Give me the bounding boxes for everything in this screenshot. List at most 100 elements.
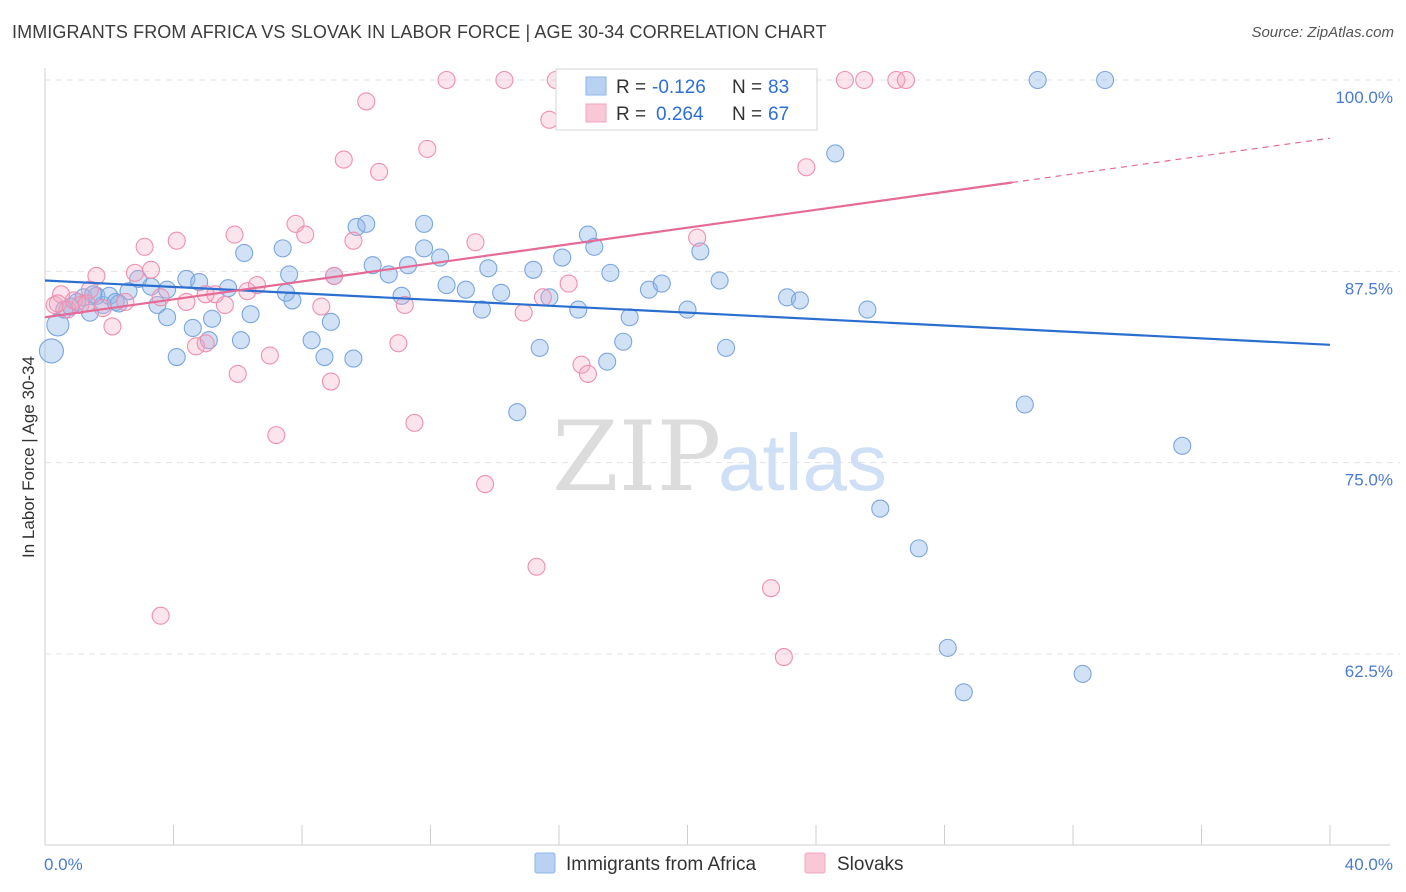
x-tick-label-min: 0.0% bbox=[44, 855, 83, 874]
slovak-point bbox=[321, 372, 340, 391]
slovak-point bbox=[437, 70, 456, 90]
y-tick-label: 87.5% bbox=[1345, 279, 1393, 298]
slovak-point bbox=[228, 364, 247, 383]
slovak-point bbox=[267, 426, 286, 445]
y-tick-label: 100.0% bbox=[1335, 88, 1393, 107]
africa-point bbox=[1028, 70, 1047, 90]
slovak-point bbox=[688, 228, 707, 247]
africa-point bbox=[492, 283, 511, 302]
africa-point bbox=[614, 332, 633, 351]
africa-point bbox=[231, 331, 251, 350]
y-tick-labels: 62.5% 75.0% 87.5% 100.0% bbox=[1335, 88, 1393, 681]
africa-point bbox=[585, 237, 604, 256]
slovak-point bbox=[395, 295, 414, 315]
slovak-point bbox=[476, 475, 495, 494]
africa-point bbox=[203, 309, 222, 328]
africa-point bbox=[344, 349, 363, 368]
africa-point bbox=[524, 260, 543, 279]
watermark-zip: ZIP bbox=[552, 401, 721, 513]
africa-point bbox=[183, 318, 202, 338]
slovak-point bbox=[527, 557, 546, 576]
slovak-point bbox=[103, 317, 122, 336]
legend-r-value-2: 0.264 bbox=[656, 104, 704, 125]
slovak-point bbox=[357, 92, 376, 111]
africa-point bbox=[302, 331, 321, 350]
africa-point bbox=[1015, 395, 1034, 414]
africa-point bbox=[678, 300, 697, 319]
watermark: ZIP atlas bbox=[552, 401, 887, 513]
africa-point bbox=[315, 348, 334, 367]
slovak-point bbox=[87, 266, 106, 285]
legend-r-label-1: R = bbox=[616, 77, 646, 98]
africa-point bbox=[530, 338, 549, 357]
slovak-point bbox=[151, 606, 170, 625]
y-axis-label: In Labor Force | Age 30-34 bbox=[19, 356, 38, 558]
slovak-point bbox=[774, 648, 793, 667]
slovak-point bbox=[540, 110, 559, 129]
axes bbox=[44, 68, 1390, 846]
slovak-point bbox=[344, 231, 363, 250]
africa-point bbox=[357, 214, 376, 233]
slovak-point bbox=[761, 579, 781, 598]
slovak-point bbox=[466, 233, 485, 252]
africa-point bbox=[553, 248, 572, 267]
slovak-point bbox=[71, 295, 90, 315]
slovak-point bbox=[312, 297, 331, 316]
slovak-point bbox=[855, 70, 874, 90]
legend-n-label-2: N = bbox=[732, 104, 762, 125]
africa-point bbox=[858, 300, 877, 319]
slovak-point bbox=[418, 139, 437, 158]
bottom-legend-label-africa: Immigrants from Africa bbox=[566, 854, 756, 875]
africa-point bbox=[620, 308, 639, 327]
x-tick-label-max: 40.0% bbox=[1345, 855, 1393, 874]
series-immigrants-from-africa bbox=[38, 70, 1192, 702]
legend-swatch-blue bbox=[585, 76, 607, 96]
watermark-atlas: atlas bbox=[718, 418, 887, 507]
legend-r-label-2: R = bbox=[616, 104, 646, 125]
slovak-point bbox=[405, 413, 424, 432]
africa-point bbox=[456, 280, 475, 299]
bottom-legend-label-slovaks: Slovaks bbox=[837, 854, 904, 875]
africa-point bbox=[479, 259, 498, 278]
slovak-point bbox=[495, 70, 514, 90]
africa-point bbox=[954, 683, 973, 702]
slovak-point bbox=[887, 70, 906, 90]
slovak-trend-line bbox=[44, 181, 1013, 319]
legend-r-value-1: -0.126 bbox=[652, 77, 706, 98]
africa-point bbox=[119, 282, 138, 301]
slovak-point bbox=[835, 70, 854, 90]
slovak-point bbox=[196, 334, 215, 353]
legend-n-label-1: N = bbox=[732, 77, 762, 98]
africa-point bbox=[1173, 436, 1192, 455]
africa-point bbox=[437, 276, 456, 295]
africa-point bbox=[415, 214, 434, 233]
slovak-point bbox=[167, 231, 186, 250]
slovak-point bbox=[296, 225, 315, 244]
y-tick-label: 75.0% bbox=[1345, 471, 1393, 490]
slovak-point bbox=[389, 334, 408, 353]
slovak-point bbox=[215, 295, 234, 315]
slovak-point bbox=[578, 364, 597, 383]
africa-point bbox=[38, 338, 64, 364]
africa-point bbox=[68, 292, 87, 311]
bottom-legend: Immigrants from Africa Slovaks bbox=[534, 852, 904, 875]
series-slovaks bbox=[45, 70, 916, 667]
slovak-point bbox=[514, 303, 533, 322]
africa-point bbox=[46, 313, 70, 337]
africa-point bbox=[1073, 664, 1092, 683]
africa-point bbox=[415, 239, 434, 258]
africa-point bbox=[871, 499, 890, 518]
africa-point bbox=[321, 312, 340, 331]
africa-point bbox=[472, 300, 491, 319]
africa-point bbox=[167, 348, 186, 367]
slovak-point bbox=[896, 70, 916, 90]
africa-point bbox=[691, 242, 710, 261]
africa-point bbox=[158, 308, 177, 327]
slovak-point bbox=[141, 260, 161, 279]
bottom-legend-swatch-blue bbox=[534, 852, 556, 874]
africa-point bbox=[710, 271, 729, 290]
africa-point bbox=[363, 256, 382, 275]
slovak-point bbox=[559, 274, 578, 293]
slovak-point bbox=[370, 162, 389, 181]
